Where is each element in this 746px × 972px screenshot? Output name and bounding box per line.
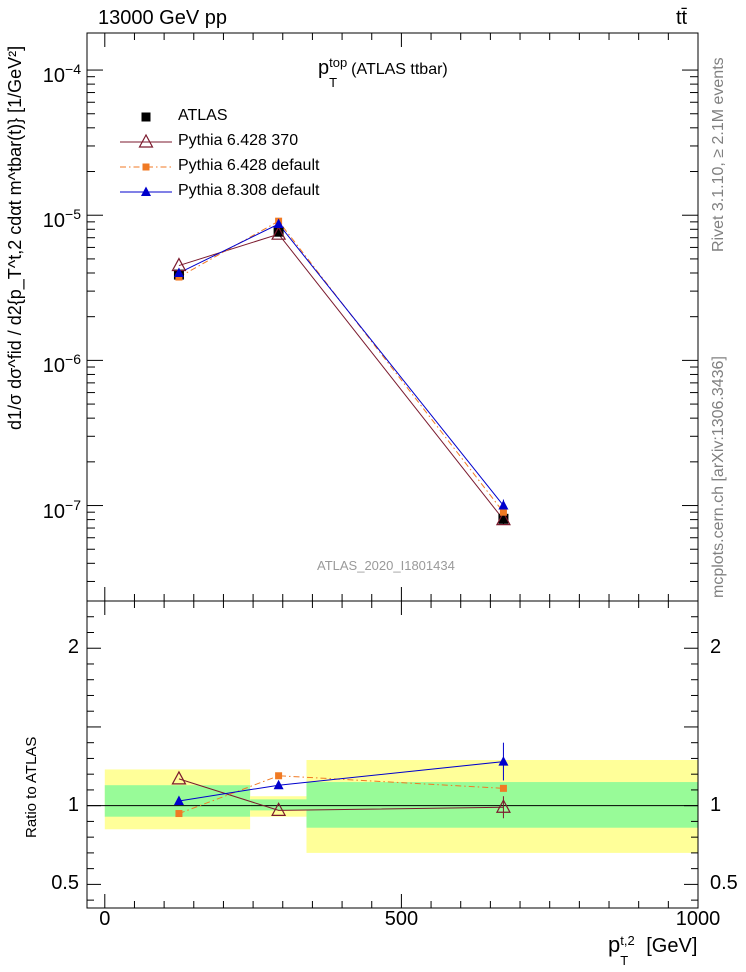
legend-marker-3 [141,186,151,196]
side-label-lower: mcplots.cern.ch [arXiv:1306.3436] [710,356,727,598]
ratio-y-tick-label-left: 0.5 [51,872,79,895]
legend-label: ATLAS [178,107,228,125]
ratio-y-tick-label-left: 1 [67,793,79,816]
y-tick-label: 10−4 [42,61,81,88]
mc-point-2 [498,500,509,510]
ratio-point-2 [498,756,509,766]
ratio-point-0 [495,798,511,813]
mc-point-2 [173,267,184,277]
ratio-y-tick-label-right: 1 [710,793,722,816]
x-tick-label: 500 [384,908,419,930]
y-tick-label: 10−6 [42,351,81,378]
series-line-1 [178,220,504,513]
x-tick-label: 0 [99,908,111,930]
ratio-frame [86,600,699,909]
ratio-point-1 [175,810,183,818]
ratio-point-1 [499,784,507,792]
header-right: tt̄ [676,7,688,29]
plot-title: p top T (ATLAS ttbar) [318,55,448,90]
watermark: ATLAS_2020_I1801434 [317,558,455,573]
series-line-2 [178,223,504,506]
ratio-line-1 [178,775,504,815]
header-left: 13000 GeV pp [98,7,227,29]
ratio-point-2 [273,779,284,790]
legend-marker-2 [142,163,150,171]
atlas-point [273,226,284,237]
series-line-0 [178,233,504,520]
mc-point-1 [499,508,507,516]
y-axis-label-main: d1/σ dσ^fid / d2{p_T^t,2 cdαt m^tbar(t)}… [5,45,25,430]
ratio-y-tick-label-right: 0.5 [710,872,738,895]
mc-point-0 [495,511,511,526]
x-axis-label: p t,2 T [GeV] [608,932,698,968]
ratio-y-tick-label-right: 2 [710,636,722,659]
y-tick-label: 10−5 [42,206,81,233]
x-tick-label: 1000 [675,908,721,930]
y-axis-label-ratio: Ratio to ATLAS [23,736,40,838]
legend-marker-1 [138,133,154,148]
ratio-line-0 [178,778,504,811]
ratio-point-1 [275,772,283,780]
ratio-point-2 [173,795,184,805]
mc-point-2 [273,218,284,228]
mc-point-1 [175,273,183,281]
mc-point-0 [271,225,287,240]
legend-label: Pythia 8.308 default [178,182,320,200]
legend-marker-0 [141,112,151,122]
legend-label: Pythia 6.428 370 [178,132,299,150]
side-label-upper: Rivet 3.1.10, ≥ 2.1M events [710,57,727,252]
atlas-point [498,513,509,524]
legend-label: Pythia 6.428 default [178,157,320,175]
ratio-y-tick-label-left: 2 [67,636,79,659]
ratio-point-0 [171,770,187,785]
ratio-point-0 [271,802,287,816]
y-tick-label: 10−7 [42,496,81,523]
